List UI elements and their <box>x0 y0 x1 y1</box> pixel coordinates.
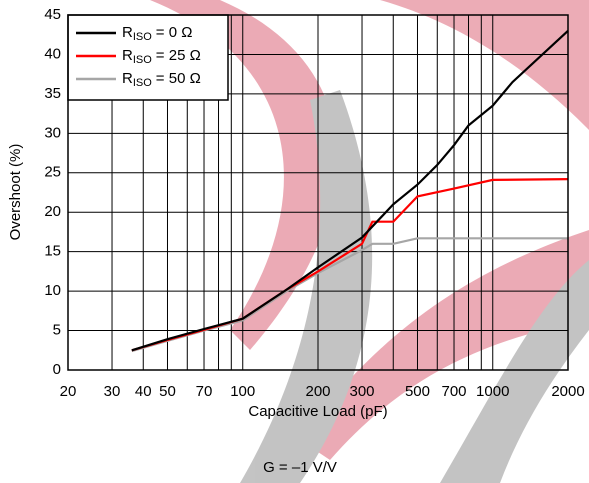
x-tick-label: 30 <box>104 383 121 400</box>
x-tick-label: 700 <box>442 383 467 400</box>
y-tick-label: 10 <box>44 282 61 299</box>
y-tick-label: 15 <box>44 243 61 260</box>
y-tick-label: 5 <box>53 322 61 339</box>
plot-border <box>67 14 569 371</box>
y-tick-label: 45 <box>44 6 61 23</box>
y-axis-title: Overshoot (%) <box>7 144 24 241</box>
y-tick-label: 35 <box>44 85 61 102</box>
x-tick-label: 200 <box>305 383 330 400</box>
y-tick-label: 30 <box>44 124 61 141</box>
x-tick-label: 1000 <box>476 383 509 400</box>
x-tick-label: 500 <box>405 383 430 400</box>
x-tick-label: 2000 <box>551 383 584 400</box>
legend: RISO = 0 Ω RISO = 25 Ω RISO = 50 Ω <box>67 14 229 101</box>
watermark <box>150 0 589 483</box>
x-tick-label: 70 <box>196 383 213 400</box>
y-tick-label: 25 <box>44 164 61 181</box>
legend-label: RISO = 0 Ω <box>122 24 192 43</box>
x-axis-title: Capacitive Load (pF) <box>248 403 387 420</box>
y-tick-label: 20 <box>44 203 61 220</box>
y-tick-label: 40 <box>44 45 61 62</box>
x-tick-label: 100 <box>230 383 255 400</box>
y-tick-label: 0 <box>53 361 61 378</box>
legend-label: RISO = 50 Ω <box>122 70 201 89</box>
x-tick-label: 50 <box>159 383 176 400</box>
series-line <box>131 29 569 352</box>
annotation: G = –1 V/V <box>263 459 337 476</box>
x-tick-label: 20 <box>60 383 77 400</box>
legend-label: RISO = 25 Ω <box>122 47 201 66</box>
x-tick-label: 300 <box>350 383 375 400</box>
x-tick-label: 40 <box>135 383 152 400</box>
